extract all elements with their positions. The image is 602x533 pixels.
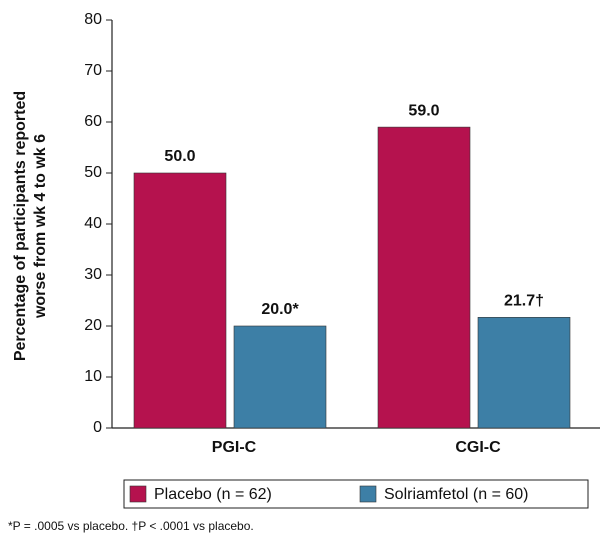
value-label: 21.7† — [504, 293, 544, 310]
legend-label: Solriamfetol (n = 60) — [384, 486, 529, 503]
bar — [233, 325, 327, 429]
legend-box — [123, 479, 589, 509]
legend-swatch — [129, 485, 147, 503]
legend-swatch — [359, 485, 377, 503]
value-label: 50.0 — [164, 148, 195, 165]
value-label: 59.0 — [408, 102, 439, 119]
bar — [133, 172, 227, 429]
y-tick-label: 20 — [84, 317, 102, 334]
y-tick-label: 30 — [84, 266, 102, 283]
value-label: 20.0* — [261, 301, 299, 318]
y-tick-label: 40 — [84, 215, 102, 232]
y-label-line: Percentage of participants reported — [12, 91, 29, 361]
y-label-line: worse from wk 4 to wk 6 — [32, 134, 49, 319]
footnote: *P = .0005 vs placebo. †P < .0001 vs pla… — [8, 519, 254, 533]
bar — [477, 317, 571, 429]
bar — [377, 126, 471, 429]
y-axis-label: Percentage of participants reported wors… — [12, 91, 49, 361]
y-tick-label: 50 — [84, 164, 102, 181]
y-tick-label: 80 — [84, 11, 102, 28]
y-tick-label: 70 — [84, 62, 102, 79]
y-tick-label: 10 — [84, 368, 102, 385]
x-tick-label: PGI-C — [212, 439, 257, 456]
legend-label: Placebo (n = 62) — [154, 486, 272, 503]
y-tick-label: 0 — [93, 419, 102, 436]
y-tick-label: 60 — [84, 113, 102, 130]
x-tick-label: CGI-C — [455, 439, 501, 456]
